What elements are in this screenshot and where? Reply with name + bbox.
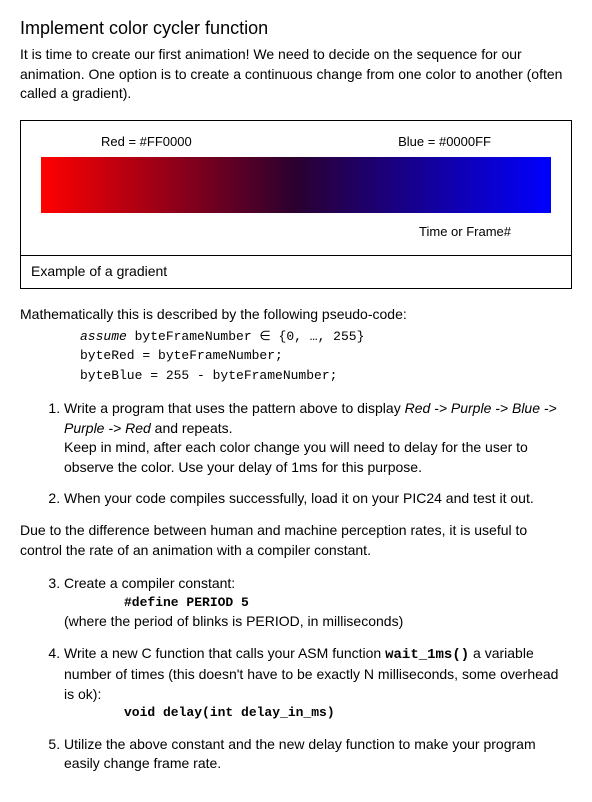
pseudo-line-2: byteRed = byteFrameNumber; bbox=[80, 346, 572, 366]
pseudo-intro: Mathematically this is described by the … bbox=[20, 305, 572, 325]
pseudo-line-1b: byteFrameNumber ∈ {0, …, 255} bbox=[127, 329, 365, 344]
intro-text: It is time to create our first animation… bbox=[20, 45, 572, 104]
step-2: When your code compiles successfully, lo… bbox=[64, 489, 572, 509]
gradient-inner: Red = #FF0000 Blue = #0000FF Time or Fra… bbox=[21, 121, 571, 256]
step-3-text-b: (where the period of blinks is PERIOD, i… bbox=[64, 613, 403, 629]
step-1-text-a: Write a program that uses the pattern ab… bbox=[64, 400, 405, 416]
step-4-code: void delay(int delay_in_ms) bbox=[124, 704, 572, 722]
step-4-text-a: Write a new C function that calls your A… bbox=[64, 645, 385, 661]
step-4: Write a new C function that calls your A… bbox=[64, 644, 572, 723]
pseudo-assume: assume bbox=[80, 329, 127, 344]
step-5: Utilize the above constant and the new d… bbox=[64, 735, 572, 774]
steps-list-a: Write a program that uses the pattern ab… bbox=[20, 399, 572, 509]
step-4-fn: wait_1ms() bbox=[385, 647, 469, 663]
step-1-text-b: and repeats. bbox=[151, 420, 233, 436]
gradient-figure: Red = #FF0000 Blue = #0000FF Time or Fra… bbox=[20, 120, 572, 289]
gradient-labels: Red = #FF0000 Blue = #0000FF bbox=[41, 133, 551, 151]
gradient-left-label: Red = #FF0000 bbox=[101, 133, 192, 151]
step-3: Create a compiler constant: #define PERI… bbox=[64, 574, 572, 631]
page-title: Implement color cycler function bbox=[20, 16, 572, 41]
gradient-right-label: Blue = #0000FF bbox=[398, 133, 491, 151]
pseudo-code: assume byteFrameNumber ∈ {0, …, 255} byt… bbox=[80, 327, 572, 386]
gradient-axis-label: Time or Frame# bbox=[41, 223, 551, 241]
step-3-code: #define PERIOD 5 bbox=[124, 594, 572, 612]
step-3-text-a: Create a compiler constant: bbox=[64, 575, 235, 591]
steps-list-b: Create a compiler constant: #define PERI… bbox=[20, 574, 572, 774]
between-text: Due to the difference between human and … bbox=[20, 521, 572, 560]
pseudo-line-1: assume byteFrameNumber ∈ {0, …, 255} bbox=[80, 327, 572, 347]
gradient-bar bbox=[41, 157, 551, 213]
step-1: Write a program that uses the pattern ab… bbox=[64, 399, 572, 477]
pseudo-line-3: byteBlue = 255 - byteFrameNumber; bbox=[80, 366, 572, 386]
step-1-text-c: Keep in mind, after each color change yo… bbox=[64, 439, 528, 475]
gradient-caption: Example of a gradient bbox=[21, 256, 571, 288]
